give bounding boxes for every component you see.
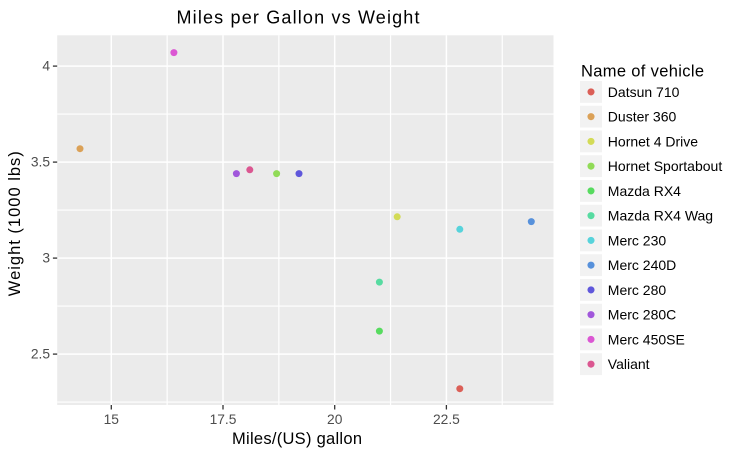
svg-text:Valiant: Valiant: [608, 356, 650, 372]
svg-text:Datsun 710: Datsun 710: [608, 84, 680, 100]
svg-text:4: 4: [42, 59, 50, 74]
svg-text:Hornet 4 Drive: Hornet 4 Drive: [608, 133, 698, 149]
svg-text:Miles/(US) gallon: Miles/(US) gallon: [232, 430, 362, 448]
svg-text:17.5: 17.5: [210, 412, 237, 427]
svg-text:22.5: 22.5: [433, 412, 460, 427]
svg-text:Merc 240D: Merc 240D: [608, 257, 676, 273]
svg-text:Weight (1000 lbs): Weight (1000 lbs): [6, 151, 24, 296]
svg-text:Name of vehicle: Name of vehicle: [581, 63, 704, 81]
svg-text:Merc 450SE: Merc 450SE: [608, 331, 685, 347]
svg-text:2.5: 2.5: [31, 347, 51, 362]
svg-text:Merc 280C: Merc 280C: [608, 307, 676, 323]
svg-text:Merc 280: Merc 280: [608, 282, 667, 298]
svg-text:Miles per Gallon vs Weight: Miles per Gallon vs Weight: [177, 8, 420, 28]
svg-text:Duster 360: Duster 360: [608, 109, 677, 125]
svg-text:20: 20: [327, 412, 343, 427]
svg-text:15: 15: [104, 412, 120, 427]
svg-text:Merc 230: Merc 230: [608, 232, 667, 248]
svg-text:Mazda RX4: Mazda RX4: [608, 183, 681, 199]
svg-text:Hornet Sportabout: Hornet Sportabout: [608, 158, 723, 174]
svg-text:3: 3: [42, 251, 50, 266]
svg-text:Mazda RX4 Wag: Mazda RX4 Wag: [608, 208, 713, 224]
svg-text:3.5: 3.5: [31, 155, 51, 170]
